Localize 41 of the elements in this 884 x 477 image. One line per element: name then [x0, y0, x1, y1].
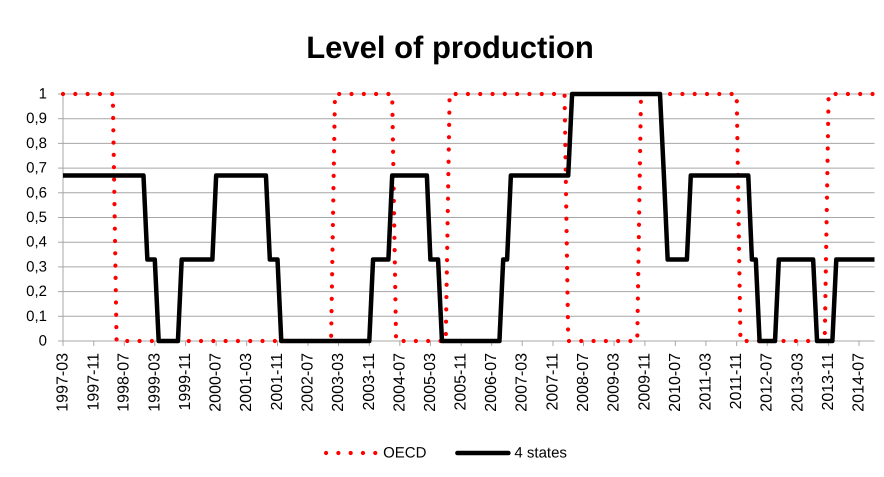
y-tick-label: 0,2 [26, 283, 47, 300]
x-tick-label: 2006-07 [483, 352, 500, 412]
x-tick-label: 2011-11 [728, 352, 746, 410]
x-tick-label: 2009-03 [606, 352, 623, 412]
x-tick-label: 1999-03 [146, 352, 164, 412]
y-tick-label: 0,7 [26, 160, 47, 177]
x-tick-label: 2000-07 [208, 352, 225, 412]
y-tick-label: 0,8 [26, 134, 47, 152]
x-tick-label: 2013-11 [820, 352, 838, 411]
y-tick-label: 1 [38, 86, 47, 102]
x-tick-label: 2014-07 [850, 352, 868, 412]
x-tick-label: 1998-07 [116, 352, 133, 412]
x-tick-label: 2003-03 [330, 352, 347, 412]
legend-label: OECD [383, 444, 427, 462]
y-tick-label: 0,6 [26, 184, 47, 202]
x-tick-label: 2011-03 [697, 352, 714, 411]
x-tick-label: 2003-11 [360, 352, 378, 411]
y-tick-label: 0 [38, 332, 47, 350]
chart-title: Level of production [306, 30, 594, 65]
y-tick-label: 0,1 [26, 308, 47, 325]
legend-label: 4 states [514, 444, 567, 462]
x-tick-label: 2008-07 [575, 352, 592, 412]
x-tick-label: 2005-11 [452, 352, 470, 411]
x-tick-label: 1999-11 [177, 352, 194, 411]
x-tick-label: 1997-11 [85, 352, 102, 411]
y-tick-label: 0,5 [26, 209, 47, 226]
x-tick-label: 1997-03 [54, 352, 72, 412]
x-tick-label: 2005-03 [422, 352, 439, 412]
x-tick-label: 2012-07 [758, 352, 776, 412]
y-tick-label: 0,3 [26, 258, 47, 276]
x-tick-label: 2001-11 [269, 352, 286, 411]
y-tick-label: 0,9 [26, 110, 47, 128]
x-tick-label: 2007-11 [544, 352, 562, 411]
x-tick-label: 2007-03 [514, 352, 531, 412]
x-tick-label: 2004-07 [391, 352, 408, 412]
x-tick-label: 2002-07 [299, 352, 316, 412]
x-tick-label: 2001-03 [238, 352, 256, 412]
x-tick-label: 2013-03 [789, 352, 806, 412]
x-tick-label: 2009-11 [636, 352, 654, 411]
y-tick-label: 0,4 [26, 234, 47, 251]
x-tick-label: 2010-07 [666, 352, 684, 412]
